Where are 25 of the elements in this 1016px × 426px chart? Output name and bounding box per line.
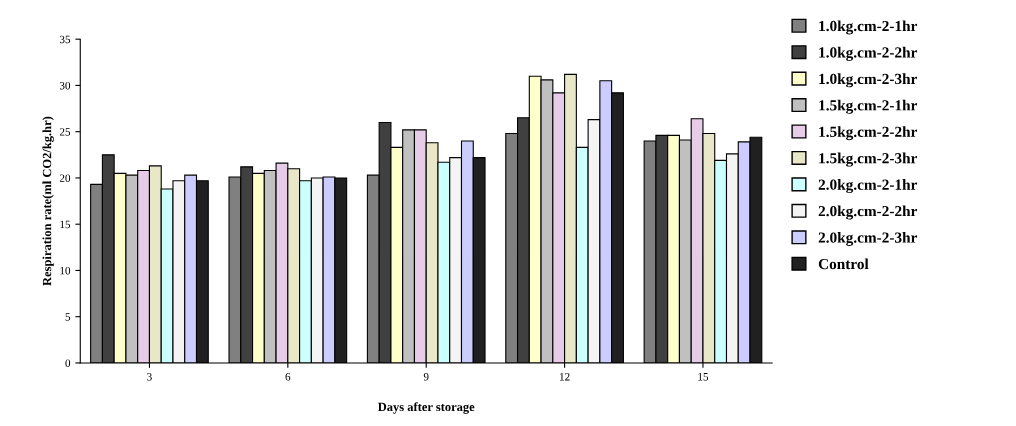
legend-label: 1.0kg.cm-2-1hr: [819, 20, 918, 35]
legend-label: 1.0kg.cm-2-3hr: [819, 73, 918, 88]
y-tick-label: 25: [59, 128, 71, 136]
legend-label: 2.0kg.cm-2-1hr: [818, 179, 918, 194]
x-tick-label: 9: [423, 373, 429, 381]
legend-label: 2.0kg.cm-2-2hr: [818, 205, 918, 220]
legend-label: 1.5kg.cm-2-3hr: [819, 152, 918, 167]
y-tick-label: 15: [60, 220, 71, 229]
legend-label: 1.5kg.cm-2-2hr: [819, 126, 918, 141]
x-tick-label: 3: [147, 373, 152, 381]
y-tick-label: 20: [59, 174, 71, 182]
x-axis-title: Days after storage: [377, 402, 475, 414]
y-tick-label: 10: [60, 266, 71, 275]
x-tick-label: 12: [560, 373, 570, 381]
legend-label: Control: [818, 258, 869, 270]
y-axis-title: Respiration rate(ml CO2/kg.hr): [42, 116, 54, 286]
legend-label: 1.0kg.cm-2-2hr: [819, 46, 918, 61]
y-tick-label: 30: [59, 81, 71, 90]
y-tick-label: 5: [65, 313, 71, 321]
y-tick-label: 0: [65, 359, 71, 367]
x-tick-label: 15: [698, 373, 709, 381]
y-tick-label: 35: [59, 35, 71, 44]
x-tick-label: 6: [285, 373, 291, 381]
legend-label: 2.0kg.cm-2-3hr: [818, 231, 918, 246]
legend-label: 1.5kg.cm-2-1hr: [819, 99, 918, 114]
